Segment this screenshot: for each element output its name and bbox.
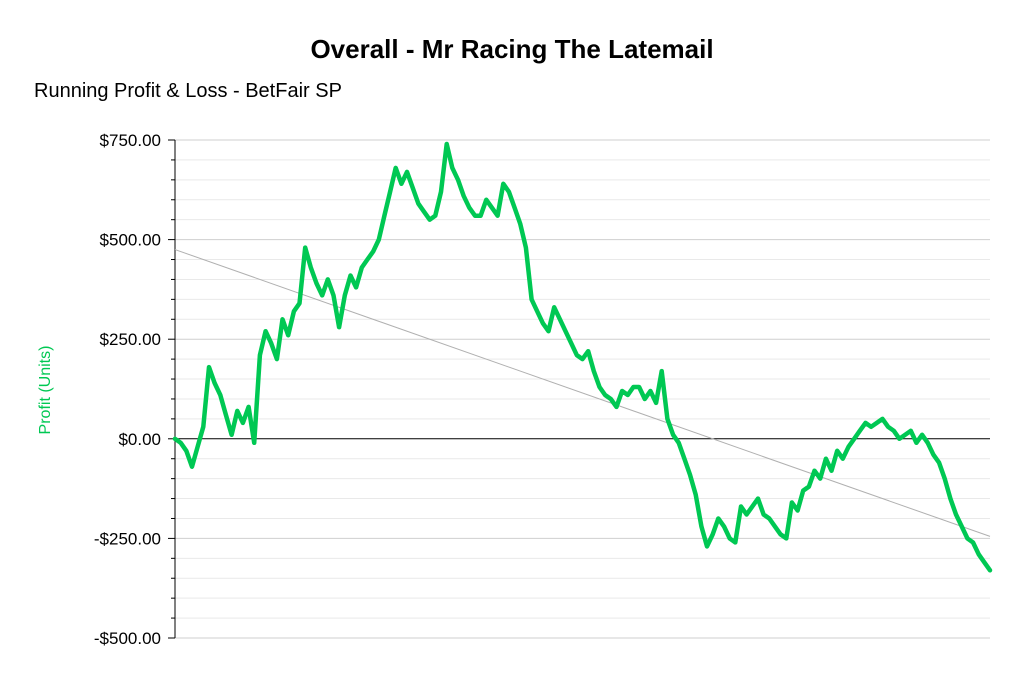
gridlines xyxy=(175,139,990,639)
y-axis-label: Profit (Units) xyxy=(37,345,54,435)
chart-title: Overall - Mr Racing The Latemail xyxy=(310,34,714,64)
y-tick-labels: $750.00 $500.00 $250.00 $0.00 -$250.00 -$500.… xyxy=(94,131,161,648)
y-tick-label: $0.00 xyxy=(118,430,161,449)
axes xyxy=(168,139,176,639)
y-tick-label: $250.00 xyxy=(100,330,161,349)
y-tick-label: -$250.00 xyxy=(94,529,161,548)
y-tick-label: $750.00 xyxy=(100,131,161,150)
chart-subtitle: Running Profit & Loss - BetFair SP xyxy=(34,80,342,102)
y-tick-label: $500.00 xyxy=(100,231,161,250)
trend-line xyxy=(174,249,991,537)
y-tick-label: -$500.00 xyxy=(94,629,161,648)
series-line xyxy=(172,141,993,573)
